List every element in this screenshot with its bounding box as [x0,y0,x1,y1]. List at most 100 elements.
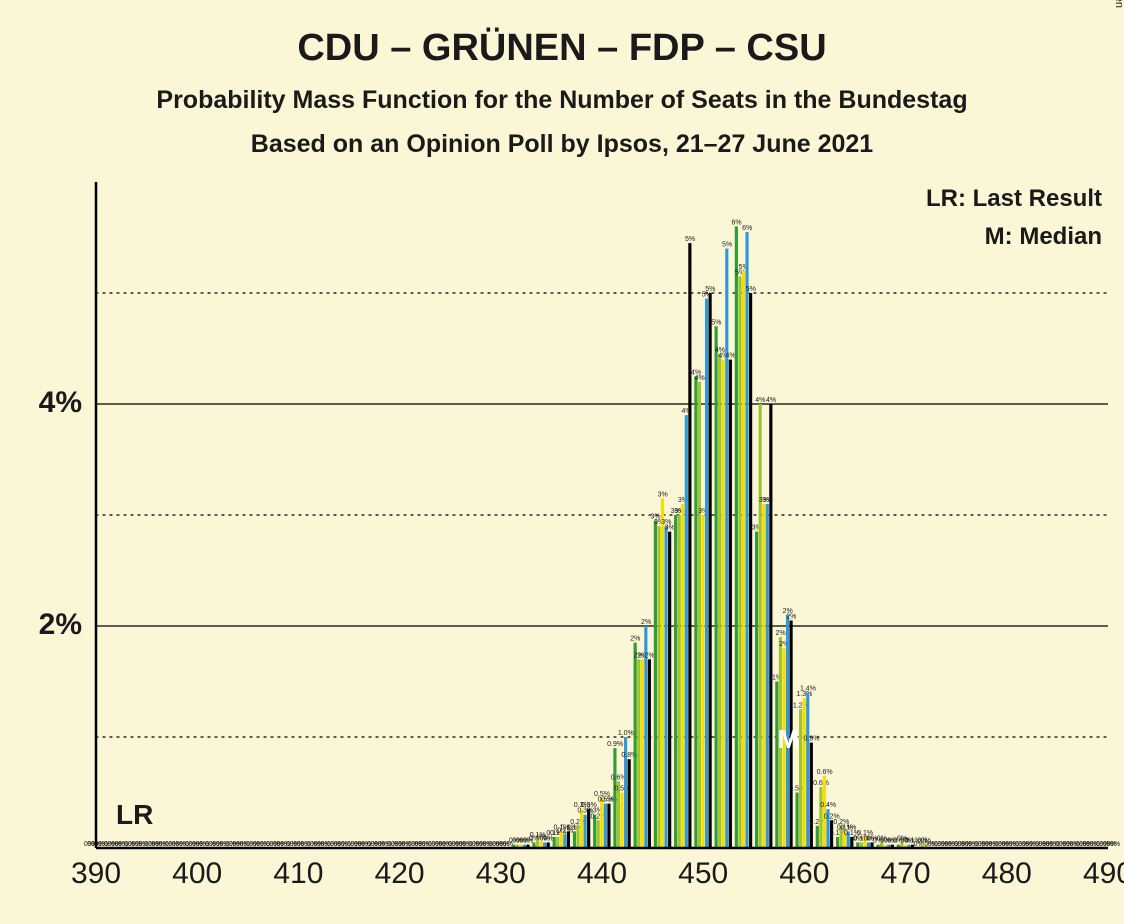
bar [819,787,822,848]
bar-value-label: 2% [645,652,655,659]
bar [553,837,556,848]
bar [718,354,721,848]
bar [648,659,651,848]
bar [661,498,664,848]
x-tick-label: 390 [71,857,121,890]
bar-value-label: 0.6% [813,780,829,787]
x-tick-label: 490 [1083,857,1124,890]
bar-value-label: 5% [685,236,695,243]
bar [738,276,741,848]
chart-subtitle-2: Based on an Opinion Poll by Ipsos, 21–27… [251,130,874,158]
bar-value-label: 1.4% [800,686,816,693]
bar-value-label: 6% [731,219,741,226]
bar [665,526,668,848]
bar [613,748,616,848]
bar [775,682,778,849]
x-tick-label: 400 [172,857,222,890]
bar [766,504,769,848]
bar-value-label: 0% [1110,841,1120,848]
chart-title: CDU – GRÜNEN – FDP – CSU [297,26,826,69]
x-tick-label: 420 [375,857,425,890]
bar-value-label: 2% [786,613,796,620]
bar [657,526,660,848]
bar [755,532,758,848]
bar [584,815,587,848]
bar-value-label: 4% [695,375,705,382]
bar [597,820,600,848]
bar [709,293,712,848]
lr-label: LR [116,799,153,830]
bar [580,809,583,848]
bar [705,299,708,848]
bar [674,515,677,848]
bar [836,837,839,848]
bar [715,326,718,848]
bar [654,521,657,848]
bar [600,798,603,848]
bar [556,837,559,848]
bar [698,382,701,848]
x-tick-label: 430 [476,857,526,890]
bar [803,698,806,848]
y-tick-label: 4% [39,386,82,419]
bar-value-label: 5% [722,242,732,249]
bar-value-label: 6% [742,225,752,232]
bar [634,643,637,848]
bar [742,271,745,848]
bar-value-label: 0.6% [817,769,833,776]
bar [567,831,570,848]
bar [729,360,732,848]
legend-lr: LR: Last Result [926,185,1102,212]
bar-value-label: 4% [726,353,736,360]
bar [637,659,640,848]
bar [694,376,697,848]
bar [607,804,610,848]
bar [628,759,631,848]
chart-svg: © 2021 Filip van Laenen CDU – GRÜNEN – FD… [0,0,1124,924]
x-tick-label: 440 [577,857,627,890]
bar-value-label: 1.0% [618,730,634,737]
bar [749,293,752,848]
bar [759,404,762,848]
bar-value-label: 5% [746,286,756,293]
bar [668,532,671,848]
bar [823,776,826,848]
chart-root: © 2021 Filip van Laenen CDU – GRÜNEN – FD… [0,0,1124,924]
bar [735,226,738,848]
bar-value-label: 3% [665,525,675,532]
bar-value-label: 2% [630,636,640,643]
median-label: M [778,724,800,754]
bar-value-label: 0.9% [607,741,623,748]
bar [762,504,765,848]
x-tick-label: 410 [273,857,323,890]
x-tick-label: 480 [982,857,1032,890]
bar [701,515,704,848]
bar-value-label: 2% [776,630,786,637]
bar [795,793,798,849]
bar [725,249,728,848]
bar-value-label: 0.9% [804,736,820,743]
bar-value-label: 4% [755,397,765,404]
bar [573,831,576,848]
bar-value-label: 2% [641,619,651,626]
bar [810,743,813,848]
bar [688,243,691,848]
bar [641,659,644,848]
copyright: © 2021 Filip van Laenen [1113,0,1124,8]
x-tick-label: 470 [881,857,931,890]
chart-subtitle-1: Probability Mass Function for the Number… [156,86,967,114]
bar [620,793,623,849]
bar [745,232,748,848]
bar [816,826,819,848]
bar [769,404,772,848]
bar-value-label: 5% [705,286,715,293]
bar [722,360,725,848]
bar [563,835,566,848]
legend-median: M: Median [985,223,1102,250]
bar [576,826,579,848]
bar [681,504,684,848]
x-tick-label: 450 [678,857,728,890]
bar-value-label: 5% [711,319,721,326]
bar-value-label: 4% [766,397,776,404]
bar [799,709,802,848]
